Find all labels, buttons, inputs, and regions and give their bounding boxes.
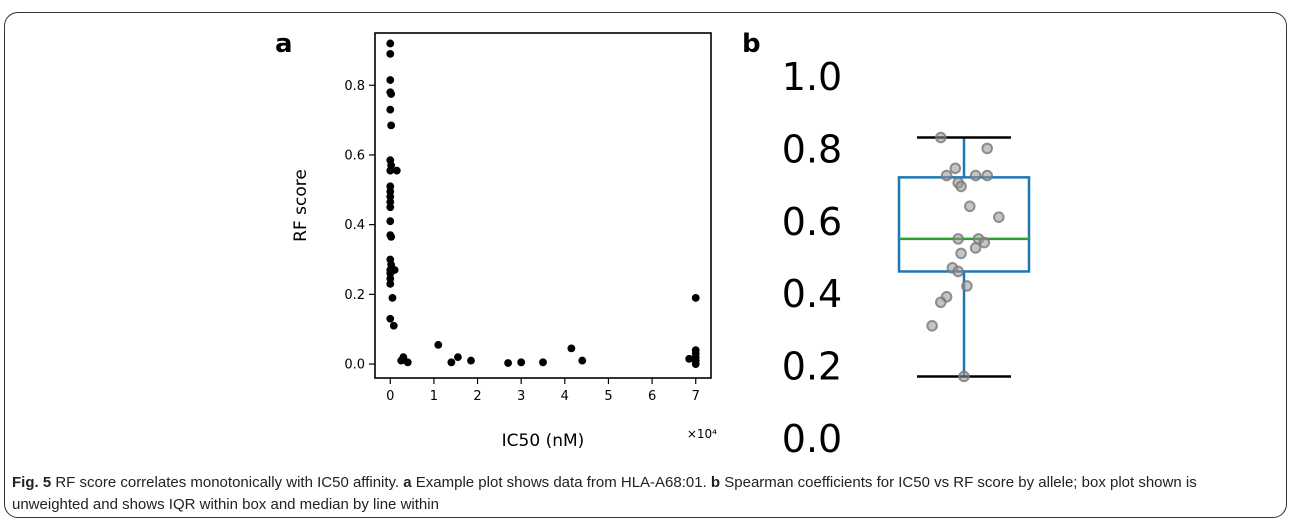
jitter-point (964, 200, 976, 213)
scatter-point (691, 360, 700, 368)
x-tick-label: 1 (430, 389, 438, 404)
scatter-point (388, 293, 397, 302)
scatter-point (386, 105, 395, 114)
caption-title: RF score correlates monotonically with I… (51, 474, 404, 491)
plot-frame-a (374, 32, 712, 379)
figure-caption: Fig. 5 RF score correlates monotonically… (12, 472, 1272, 516)
x-axis-label: IC50 (nM) (502, 431, 585, 451)
y-tick-label-b-zero: 0.0 (782, 417, 842, 461)
scatter-point (386, 39, 395, 48)
scatter-point (504, 359, 512, 367)
figure-canvas: 0 1 2 3 4 5 6 7 0.0 0.2 0.4 0.6 0.8 IC50 (nM) RF score… (275, 29, 1031, 461)
jitter-point (952, 265, 965, 278)
jitter-point (978, 236, 991, 249)
scatter-point (685, 354, 694, 363)
jitter-point (981, 142, 994, 155)
scatter-point (389, 321, 398, 330)
jitter-point (969, 242, 982, 254)
caption-a-label: a (403, 474, 412, 491)
x-multiplier-label: ×10⁴ (687, 427, 717, 441)
scatter-point (691, 293, 700, 302)
caption-fig-label: Fig. 5 (12, 474, 52, 491)
scatter-point (447, 358, 456, 367)
scatter-panel-a: 0 1 2 3 4 5 6 7 0.0 0.2 0.4 0.6 0.8 IC50 (nM) RF score… (291, 32, 717, 451)
figure-frame (4, 12, 1287, 518)
jitter-point (940, 169, 953, 182)
jitter-point (993, 211, 1005, 223)
scatter-point (454, 353, 462, 361)
scatter-point (386, 203, 395, 212)
y-tick-label-b: 0.6 (782, 200, 842, 244)
jitter-point (935, 131, 947, 144)
scatter-point (399, 353, 408, 361)
y-tick-label: 0.4 (344, 218, 365, 233)
jitter-point (981, 169, 994, 182)
scatter-point (387, 121, 396, 130)
scatter-point (539, 358, 547, 367)
scatter-point (517, 358, 526, 367)
caption-b-text: Spearman coefficients for IC50 vs RF sco… (12, 474, 1197, 513)
scatter-point (578, 356, 587, 365)
y-tick-label: 0.8 (344, 79, 365, 94)
jitter-point (926, 319, 938, 332)
y-axis-label: RF score (291, 169, 311, 242)
box-panel-b: 0.2 0.4 0.6 0.8 1.0 0.0 (782, 55, 1031, 461)
scatter-point (567, 344, 576, 353)
scatter-point (386, 166, 395, 175)
y-tick-label-b: 0.2 (782, 345, 842, 389)
panel-label-b: b (742, 29, 761, 59)
scatter-point (467, 356, 475, 365)
x-tick-label: 4 (561, 389, 569, 404)
x-tick-label: 7 (692, 389, 700, 404)
x-tick-label: 5 (604, 389, 612, 404)
y-tick-label: 0.2 (344, 288, 365, 303)
scatter-point (386, 314, 395, 323)
y-tick-label: 0.6 (344, 148, 365, 163)
jitter-point (961, 280, 973, 292)
caption-a-text: Example plot shows data from HLA-A68:01. (411, 474, 711, 491)
x-tick-label: 0 (386, 389, 394, 404)
scatter-point (403, 358, 412, 367)
scatter-point (386, 280, 395, 288)
jitter-point (955, 180, 967, 193)
scatter-point (434, 340, 443, 349)
panel-label-a: a (275, 29, 293, 59)
caption-b-label: b (710, 474, 721, 491)
x-tick-label: 3 (517, 389, 525, 404)
jitter-point (958, 370, 970, 383)
scatter-point (386, 76, 395, 84)
x-tick-label: 2 (473, 389, 481, 404)
jitter-point (955, 247, 967, 260)
scatter-point (387, 232, 396, 241)
scatter-point (386, 50, 395, 58)
y-tick-label-b: 1.0 (782, 55, 842, 99)
y-tick-label: 0.0 (344, 358, 365, 373)
jitter-point (935, 296, 947, 309)
scatter-point (392, 166, 401, 175)
jitter-point (949, 162, 962, 175)
jitter-point (969, 169, 982, 182)
jitter-point (952, 233, 965, 245)
y-tick-label-b: 0.8 (782, 127, 842, 171)
scatter-point (387, 90, 396, 98)
y-tick-label-b: 0.4 (782, 272, 842, 316)
scatter-point (386, 217, 395, 226)
x-tick-label: 6 (648, 389, 656, 404)
